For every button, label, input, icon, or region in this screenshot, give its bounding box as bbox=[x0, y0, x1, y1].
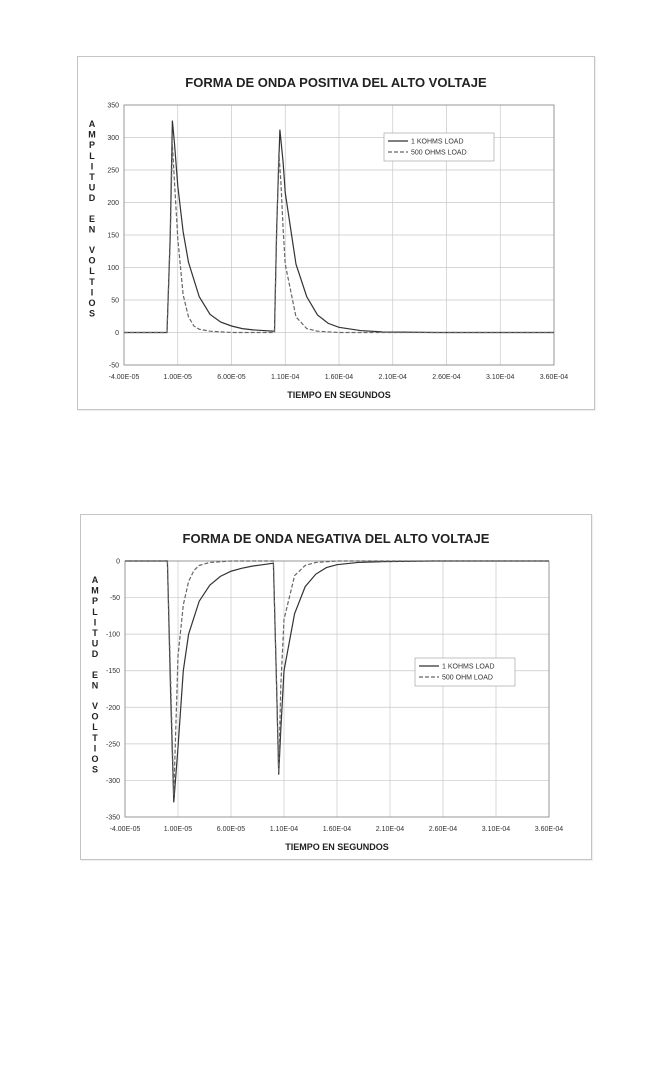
y-axis-title-letter: E bbox=[92, 670, 98, 680]
x-tick-label: 1.60E-04 bbox=[325, 374, 354, 381]
x-tick-label: 2.10E-04 bbox=[376, 826, 405, 833]
y-axis-title-letter: D bbox=[92, 649, 99, 659]
y-axis-title-letter: T bbox=[92, 733, 98, 743]
negative-chart-svg: FORMA DE ONDA NEGATIVA DEL ALTO VOLTAJE -… bbox=[91, 531, 564, 852]
x-tick-label: 1.00E-05 bbox=[164, 374, 193, 381]
y-axis-title-letter: T bbox=[92, 628, 98, 638]
y-tick-label: 200 bbox=[107, 200, 119, 207]
x-tick-label: 1.10E-04 bbox=[271, 374, 300, 381]
x-tick-label: 3.60E-04 bbox=[535, 826, 564, 833]
y-axis-title-letter: L bbox=[92, 607, 98, 617]
legend-box bbox=[383, 132, 495, 162]
x-tick-label: 3.10E-04 bbox=[482, 826, 511, 833]
plot-area bbox=[124, 560, 550, 818]
y-axis-title-letter: I bbox=[94, 743, 97, 753]
x-tick-label: 6.00E-05 bbox=[217, 374, 246, 381]
x-tick-label: 2.10E-04 bbox=[379, 374, 408, 381]
y-axis-title-letter: A bbox=[92, 575, 99, 585]
y-axis-title-letter: I bbox=[91, 161, 94, 171]
x-tick-label: 1.00E-05 bbox=[164, 826, 193, 833]
chart-title: FORMA DE ONDA POSITIVA DEL ALTO VOLTAJE bbox=[185, 75, 487, 90]
y-tick-label: -250 bbox=[106, 741, 120, 748]
y-tick-label: 0 bbox=[116, 559, 120, 566]
y-axis-title-letter: O bbox=[91, 712, 98, 722]
y-axis-title-letter: U bbox=[89, 183, 96, 193]
y-tick-label: 150 bbox=[107, 233, 119, 240]
y-axis-title-letter: T bbox=[89, 277, 95, 287]
y-tick-label: 350 bbox=[107, 103, 119, 110]
legend: 1 KOHMS LOAD 500 OHM LOAD bbox=[414, 657, 516, 687]
y-tick-label: 250 bbox=[107, 168, 119, 175]
y-axis-title-letter: D bbox=[89, 193, 96, 203]
plot-area bbox=[123, 104, 555, 366]
positive-chart-svg: FORMA DE ONDA POSITIVA DEL ALTO VOLTAJE -… bbox=[88, 75, 569, 400]
y-axis-title-letter: L bbox=[92, 722, 98, 732]
y-axis-title-letter: I bbox=[91, 287, 94, 297]
x-tick-label: 6.00E-05 bbox=[217, 826, 246, 833]
y-axis-title-letter: M bbox=[88, 130, 96, 140]
series-line-dashed bbox=[125, 560, 549, 796]
x-axis-title: TIEMPO EN SEGUNDOS bbox=[285, 842, 389, 852]
y-tick-label: -50 bbox=[109, 363, 119, 370]
y-axis-title-letter: U bbox=[92, 639, 99, 649]
x-tick-label: 1.60E-04 bbox=[323, 826, 352, 833]
y-axis-title-letter: O bbox=[91, 754, 98, 764]
y-axis-title-letter: S bbox=[89, 309, 95, 319]
y-axis-title-letter: N bbox=[92, 680, 99, 690]
x-tick-label: 3.10E-04 bbox=[486, 374, 515, 381]
y-tick-label: -300 bbox=[106, 778, 120, 785]
y-axis-title-letter: E bbox=[89, 214, 95, 224]
negative-waveform-chart: FORMA DE ONDA NEGATIVA DEL ALTO VOLTAJE -… bbox=[80, 514, 592, 860]
legend-box bbox=[414, 657, 516, 687]
chart-title: FORMA DE ONDA NEGATIVA DEL ALTO VOLTAJE bbox=[183, 531, 490, 546]
y-axis-title-letter: V bbox=[89, 245, 95, 255]
legend-entry: 500 OHMS LOAD bbox=[411, 150, 467, 157]
y-tick-label: -150 bbox=[106, 668, 120, 675]
x-tick-label: -4.00E-05 bbox=[110, 826, 141, 833]
legend-entry: 500 OHM LOAD bbox=[442, 675, 493, 682]
y-axis-title-letter: V bbox=[92, 701, 98, 711]
y-tick-label: -350 bbox=[106, 815, 120, 822]
y-tick-label: 100 bbox=[107, 265, 119, 272]
y-axis-title-letter: S bbox=[92, 765, 98, 775]
series-line-solid bbox=[125, 560, 549, 803]
y-axis-title-letter: M bbox=[91, 586, 99, 596]
y-tick-label: 0 bbox=[115, 330, 119, 337]
y-axis-title-letter: L bbox=[89, 266, 95, 276]
y-axis-title-letter: A bbox=[89, 119, 96, 129]
legend-entry: 1 KOHMS LOAD bbox=[411, 139, 464, 146]
y-axis-title-letter: I bbox=[94, 617, 97, 627]
positive-waveform-chart: FORMA DE ONDA POSITIVA DEL ALTO VOLTAJE -… bbox=[77, 56, 595, 410]
y-tick-label: -100 bbox=[106, 632, 120, 639]
x-tick-label: -4.00E-05 bbox=[109, 374, 140, 381]
y-axis-title-letter: N bbox=[89, 224, 96, 234]
x-tick-label: 1.10E-04 bbox=[270, 826, 299, 833]
y-axis-title-letter: T bbox=[89, 172, 95, 182]
x-axis-title: TIEMPO EN SEGUNDOS bbox=[287, 390, 391, 400]
y-tick-label: 50 bbox=[111, 298, 119, 305]
y-axis-title-letter: L bbox=[89, 151, 95, 161]
y-axis-title-letter: P bbox=[89, 140, 95, 150]
y-tick-label: -200 bbox=[106, 705, 120, 712]
y-tick-label: -50 bbox=[110, 595, 120, 602]
series-line-dashed bbox=[124, 143, 554, 334]
y-axis-title-letter: O bbox=[88, 298, 95, 308]
y-axis-title-letter: P bbox=[92, 596, 98, 606]
x-tick-label: 2.60E-04 bbox=[432, 374, 461, 381]
x-tick-label: 2.60E-04 bbox=[429, 826, 458, 833]
x-tick-label: 3.60E-04 bbox=[540, 374, 569, 381]
legend-entry: 1 KOHMS LOAD bbox=[442, 664, 495, 671]
y-tick-label: 300 bbox=[107, 135, 119, 142]
series-line-solid bbox=[124, 120, 554, 334]
y-axis-title-letter: O bbox=[88, 256, 95, 266]
legend: 1 KOHMS LOAD 500 OHMS LOAD bbox=[383, 132, 495, 162]
